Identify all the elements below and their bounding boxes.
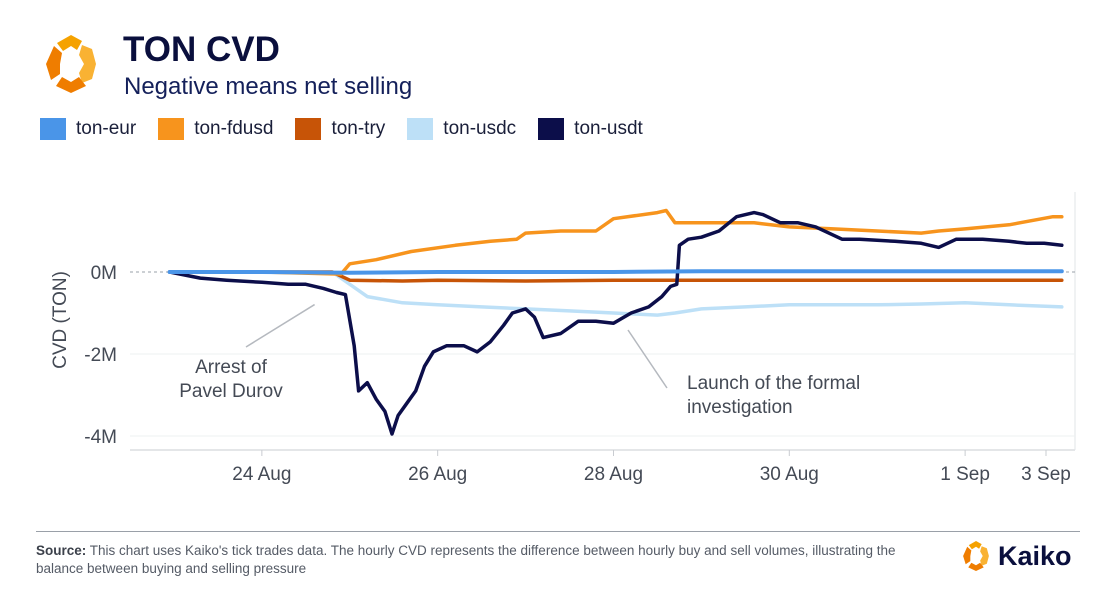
legend-swatch [538,118,565,140]
series-line-ton-fdusd [167,208,1064,276]
x-tick-label: 3 Sep [1021,464,1071,485]
legend-label: ton-usdt [574,118,643,139]
legend-item-ton-try: ton-try [295,118,385,140]
kaiko-brand-icon [963,541,989,571]
legend-swatch [407,118,434,140]
legend-swatch [40,118,66,140]
series-line-ton-usdc [167,270,1064,317]
series-line-ton-usdt [167,210,1064,436]
x-tick-label: 24 Aug [232,464,291,485]
legend-label: ton-fdusd [194,118,274,139]
brand-name: Kaiko [998,540,1072,571]
y-tick-label: -4M [84,427,117,448]
x-tick-label: 28 Aug [584,464,643,485]
footer-brand: Kaiko [960,540,1072,572]
source-text: This chart uses Kaiko's tick trades data… [36,543,896,576]
legend-label: ton-eur [76,118,137,139]
chart-subtitle: Negative means net selling [124,73,413,100]
legend-label: ton-usdc [443,118,517,139]
annotation-text: investigation [687,397,793,418]
y-tick-label: 0M [91,263,117,284]
footer-divider [36,531,1080,532]
kaiko-logo-icon [46,35,96,93]
y-axis-label: CVD (TON) [50,271,71,369]
x-tick-label: 1 Sep [940,464,990,485]
x-tick-label: 30 Aug [760,464,819,485]
annotation-text: Arrest of [195,357,268,378]
x-tick-label: 26 Aug [408,464,467,485]
legend-item-ton-fdusd: ton-fdusd [158,118,273,140]
legend-item-ton-eur: ton-eur [40,118,136,140]
source-label: Source: [36,543,87,558]
cvd-line-chart: 0M -2M -4M CVD (TON) 24 Aug 26 Aug 28 Aug 30 Au… [50,192,1076,485]
legend-item-ton-usdc: ton-usdc [407,118,516,140]
annotation-leader [627,329,668,389]
annotation-text: Launch of the formal [687,373,860,394]
legend-swatch [295,118,322,140]
chart-title: TON CVD [123,30,280,69]
series-line-ton-eur [167,269,1064,275]
chart-legend: ton-eur ton-fdusd ton-try ton-usdc ton-usdt [40,118,665,140]
source-note: Source: This chart uses Kaiko's tick tra… [36,542,936,578]
annotation-leader [245,303,315,348]
series-line-ton-try [167,270,1064,283]
annotation-text: Pavel Durov [179,381,283,402]
legend-label: ton-try [331,118,386,139]
y-tick-label: -2M [84,345,117,366]
legend-swatch [158,118,185,140]
legend-item-ton-usdt: ton-usdt [538,118,643,140]
